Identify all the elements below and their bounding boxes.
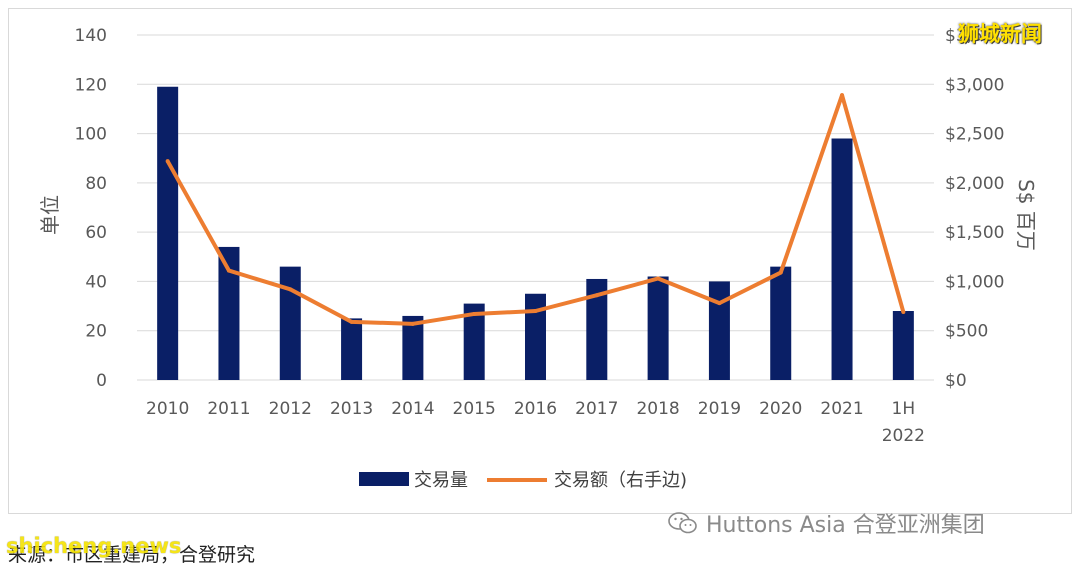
wechat-icon: [668, 512, 697, 534]
y-tick-label: 140: [75, 26, 107, 46]
x-tick-label: 2011: [207, 399, 250, 419]
y-tick-label: 100: [75, 125, 107, 145]
bar: [647, 276, 669, 380]
x-tick-label: 2018: [636, 399, 679, 419]
line-series: [165, 93, 906, 326]
y2-tick-label: $2,000: [945, 174, 1004, 194]
combo-chart: 0 20 40 60 80 100 120 140 $0 $500 $1,000 $1,500 $2,…: [38, 26, 1038, 491]
legend: 交易量 交易额（右手边): [359, 470, 687, 491]
y2-tick-label: $1,500: [945, 223, 1004, 243]
line-point: [472, 311, 477, 316]
bar: [770, 266, 792, 380]
watermark-top-right: 狮城新闻: [958, 22, 1042, 46]
bar: [708, 281, 730, 380]
bar: [341, 318, 363, 380]
source-note: 来源：市区重建局，合登研究: [8, 544, 256, 566]
y-tick-label: 0: [96, 371, 107, 391]
line-point: [226, 268, 231, 273]
line-point: [778, 270, 783, 275]
x-tick-label: 2015: [453, 399, 496, 419]
bar: [279, 266, 301, 380]
line-point: [656, 276, 661, 281]
x-tick-label: 2016: [514, 399, 557, 419]
watermark-bottom-left: shicheng.news: [6, 534, 182, 558]
y-tick-label: 40: [85, 272, 107, 292]
left-axis-ticks: 0 20 40 60 80 100 120 140: [75, 26, 107, 391]
legend-label-bar: 交易量: [414, 470, 468, 491]
line-point: [901, 309, 906, 314]
y-axis-title: 单位: [38, 195, 62, 235]
right-axis-ticks: $0 $500 $1,000 $1,500 $2,000 $2,500 $3,000 $3,5…: [945, 26, 1004, 391]
bar: [157, 86, 179, 380]
x-tick-label: 2012: [269, 399, 312, 419]
line-point: [288, 287, 293, 292]
x-tick-label: 2020: [759, 399, 802, 419]
legend-swatch-bar: [359, 472, 409, 486]
bar: [525, 293, 546, 380]
y2-tick-label: $500: [945, 322, 988, 342]
y2-tick-label: $3,000: [945, 75, 1004, 95]
y-tick-label: 60: [85, 223, 107, 243]
x-axis-ticks: 2010 2011 2012 2013 2014 2015 2016 2017 2018 2019…: [146, 399, 925, 446]
brand-mark: Huttons Asia 合登亚洲集团: [668, 506, 985, 540]
y2-tick-label: $3,500: [945, 26, 1004, 46]
line-point: [533, 309, 538, 313]
bar: [831, 138, 853, 380]
x-tick-label: 2010: [146, 399, 189, 419]
series-line: [165, 93, 906, 326]
bar: [218, 246, 240, 380]
line-point: [165, 159, 170, 164]
y-tick-label: 120: [75, 75, 107, 95]
line-point: [349, 319, 354, 324]
y2-tick-label: $2,500: [945, 125, 1004, 145]
line-point: [594, 293, 599, 298]
x-tick-label: 2022: [882, 426, 925, 446]
x-tick-label: 2013: [330, 399, 373, 419]
line-point: [410, 321, 415, 326]
line-point: [717, 301, 722, 306]
brand-text: Huttons Asia 合登亚洲集团: [706, 513, 985, 538]
y2-tick-label: $0: [945, 371, 967, 391]
bar-series: [157, 86, 914, 380]
x-tick-label: 2017: [575, 399, 618, 419]
x-tick-label: 2014: [391, 399, 434, 419]
bar: [892, 311, 914, 380]
legend-label-line: 交易额（右手边): [554, 470, 687, 491]
x-tick-label: 2021: [820, 399, 863, 419]
chart-frame: 0 20 40 60 80 100 120 140 $0 $500 $1,000 $1,500 $2,…: [8, 8, 1072, 514]
y2-tick-label: $1,000: [945, 272, 1004, 292]
x-tick-label: 2019: [698, 399, 741, 419]
bar: [586, 278, 608, 380]
y-tick-label: 80: [85, 174, 107, 194]
bar: [402, 315, 424, 380]
line-point: [840, 93, 845, 98]
y-tick-label: 20: [85, 322, 107, 342]
bar: [463, 303, 485, 380]
y2-axis-title: S$ 百万: [1014, 179, 1038, 251]
x-tick-label: 1H: [892, 399, 916, 419]
